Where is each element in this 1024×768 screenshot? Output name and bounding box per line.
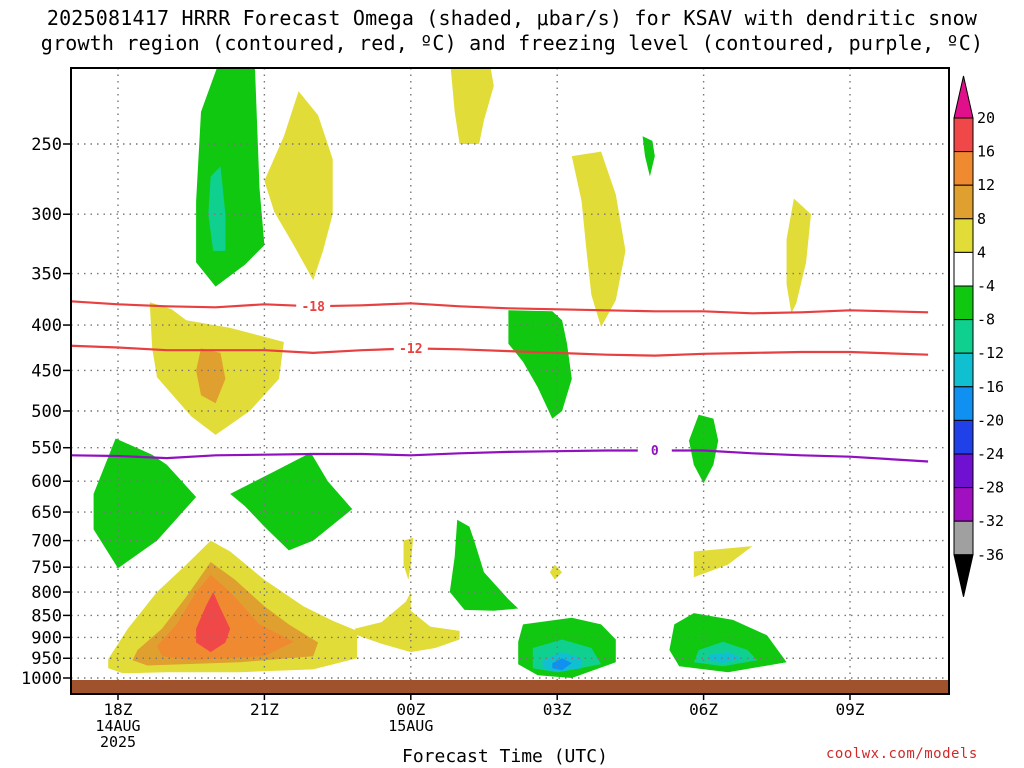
omega-region-16 xyxy=(157,574,294,661)
y-tick-label-600: 600 xyxy=(31,472,62,492)
y-tick-label-700: 700 xyxy=(31,532,62,552)
y-tick-label-650: 650 xyxy=(31,503,62,523)
omega-region-4 xyxy=(571,151,626,327)
colorbar-bin-9 xyxy=(953,419,974,455)
contour-label-bg xyxy=(393,341,428,356)
omega-region-13 xyxy=(449,519,519,611)
y-tick-label-1000: 1000 xyxy=(21,669,62,689)
omega-region-2 xyxy=(264,91,333,281)
colorbar-over-triangle xyxy=(953,75,974,119)
shaded-regions xyxy=(93,68,811,678)
omega-region-5 xyxy=(642,136,655,177)
chart-title: 2025081417 HRRR Forecast Omega (shaded, … xyxy=(40,6,984,55)
omega-region-28 xyxy=(693,546,753,578)
colorbar-bin-11 xyxy=(953,487,974,522)
colorbar-label-11: -28 xyxy=(977,479,1004,497)
contour-line--12 xyxy=(71,344,929,357)
colorbar-label-5: -4 xyxy=(977,277,995,295)
y-tick-label-250: 250 xyxy=(31,135,62,155)
y-tick-label-400: 400 xyxy=(31,316,62,336)
plot-frame xyxy=(70,67,950,695)
colorbar-bin-3 xyxy=(953,218,974,253)
y-tick-label-450: 450 xyxy=(31,361,62,381)
colorbar-bin-1 xyxy=(953,151,974,186)
contour-label--12: -12 xyxy=(399,342,422,357)
y-tick-label-850: 850 xyxy=(31,606,62,626)
omega-region-19 xyxy=(403,537,414,580)
x-tick-label-0-1: 14AUG xyxy=(95,717,140,735)
y-tick-label-350: 350 xyxy=(31,265,62,285)
omega-region-3 xyxy=(450,68,494,144)
contour-label-bg xyxy=(637,443,672,458)
credit-text: coolwx.com/models xyxy=(826,746,978,762)
contour-label-bg xyxy=(296,299,331,314)
y-tick-label-900: 900 xyxy=(31,628,62,648)
colorbar-label-9: -20 xyxy=(977,411,1004,429)
omega-region-11 xyxy=(230,452,353,551)
x-tick-label-15-0: 09Z xyxy=(836,700,865,719)
omega-region-8 xyxy=(196,348,226,404)
y-tick-label-750: 750 xyxy=(31,558,62,578)
contour-line-0 xyxy=(71,449,929,463)
colorbar-label-4: 4 xyxy=(977,243,986,261)
colorbar-bin-10 xyxy=(953,453,974,489)
colorbar-bin-6 xyxy=(953,319,974,354)
contour-label--18: -18 xyxy=(301,300,325,315)
contour-label-0: 0 xyxy=(651,444,659,459)
x-tick-label-9-0: 03Z xyxy=(543,700,572,719)
x-tick-label-0-2: 2025 xyxy=(100,733,136,751)
x-axis-label: Forecast Time (UTC) xyxy=(402,746,608,767)
y-tick-label-300: 300 xyxy=(31,205,62,225)
colorbar-label-0: 20 xyxy=(977,109,995,127)
omega-region-10 xyxy=(93,438,197,569)
colorbar-label-3: 8 xyxy=(977,210,986,228)
contour-line--18 xyxy=(71,300,929,315)
colorbar-bin-2 xyxy=(953,184,974,220)
y-tick-label-500: 500 xyxy=(31,402,62,422)
omega-region-27 xyxy=(708,652,743,664)
colorbar-label-6: -8 xyxy=(977,311,995,329)
omega-region-1 xyxy=(208,166,226,251)
colorbar-under-triangle xyxy=(953,554,974,597)
omega-region-12 xyxy=(689,414,719,484)
colorbar-bin-12 xyxy=(953,520,974,556)
colorbar-label-10: -24 xyxy=(977,445,1004,463)
colorbar-bin-5 xyxy=(953,285,974,321)
y-tick-label-550: 550 xyxy=(31,439,62,459)
contours: -18 -12 0 xyxy=(71,299,929,463)
y-axis: 2503003504004505005506006507007508008509… xyxy=(21,135,71,689)
omega-region-20 xyxy=(549,564,563,580)
omega-region-18 xyxy=(354,592,460,653)
y-tick-label-800: 800 xyxy=(31,583,62,603)
x-tick-label-0-0: 18Z xyxy=(104,700,133,719)
omega-region-0 xyxy=(196,68,265,287)
colorbar-label-7: -12 xyxy=(977,344,1004,362)
y-tick-label-950: 950 xyxy=(31,649,62,669)
x-tick-label-6-0: 00Z xyxy=(396,700,425,719)
x-tick-label-12-0: 06Z xyxy=(689,700,718,719)
colorbar-label-1: 16 xyxy=(977,143,995,161)
colorbar-bin-0 xyxy=(953,117,974,153)
grid xyxy=(71,68,949,694)
colorbar-label-13: -36 xyxy=(977,546,1004,564)
colorbar: 20 16 12 8 4 -4 -8 -12 -16 -20 -24 -28 -32 -36 xyxy=(953,75,1004,597)
x-tick-label-6-1: 15AUG xyxy=(388,717,433,735)
colorbar-label-2: 12 xyxy=(977,176,995,194)
ground-bar xyxy=(71,680,949,694)
omega-region-9 xyxy=(508,310,572,419)
omega-region-6 xyxy=(786,198,811,314)
colorbar-bin-4 xyxy=(953,251,974,287)
colorbar-bin-8 xyxy=(953,386,974,421)
colorbar-label-8: -16 xyxy=(977,378,1004,396)
colorbar-bin-7 xyxy=(953,352,974,388)
x-tick-label-3-0: 21Z xyxy=(250,700,279,719)
colorbar-label-12: -32 xyxy=(977,512,1004,530)
